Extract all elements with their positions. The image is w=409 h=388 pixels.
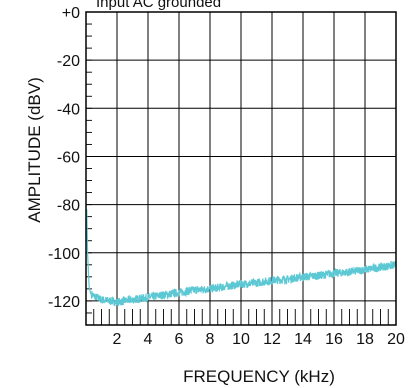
x-tick-label: 20 xyxy=(387,331,405,348)
y-tick-label: -80 xyxy=(57,198,80,215)
chart-annotation: Input AC grounded xyxy=(96,0,221,11)
x-tick-label: 4 xyxy=(144,331,153,348)
x-tick-label: 16 xyxy=(325,331,343,348)
y-tick-label: -100 xyxy=(48,246,80,263)
minor-x-ticks xyxy=(86,23,389,325)
x-tick-labels: 2 4 6 8 10 12 14 16 18 20 xyxy=(113,331,405,348)
noise-floor-trace xyxy=(86,209,397,307)
grid-lines xyxy=(86,11,397,325)
y-tick-labels: +0 -20 -40 -60 -80 -100 -120 xyxy=(48,5,80,311)
x-tick-label: 14 xyxy=(294,331,312,348)
x-tick-label: 6 xyxy=(175,331,184,348)
x-tick-label: 8 xyxy=(206,331,215,348)
x-axis-title: FREQUENCY (kHz) xyxy=(183,367,335,386)
y-axis-title: AMPLITUDE (dBV) xyxy=(25,77,44,222)
x-tick-label: 12 xyxy=(263,331,281,348)
x-tick-label: 10 xyxy=(232,331,250,348)
y-tick-label: -120 xyxy=(48,294,80,311)
plot-frame xyxy=(85,11,397,326)
y-tick-label: -40 xyxy=(57,101,80,118)
y-tick-label: -20 xyxy=(57,53,80,70)
y-tick-label: -60 xyxy=(57,149,80,166)
x-tick-label: 18 xyxy=(356,331,374,348)
trace-layer xyxy=(86,209,397,307)
x-tick-label: 2 xyxy=(113,331,122,348)
y-tick-label: +0 xyxy=(62,5,80,22)
